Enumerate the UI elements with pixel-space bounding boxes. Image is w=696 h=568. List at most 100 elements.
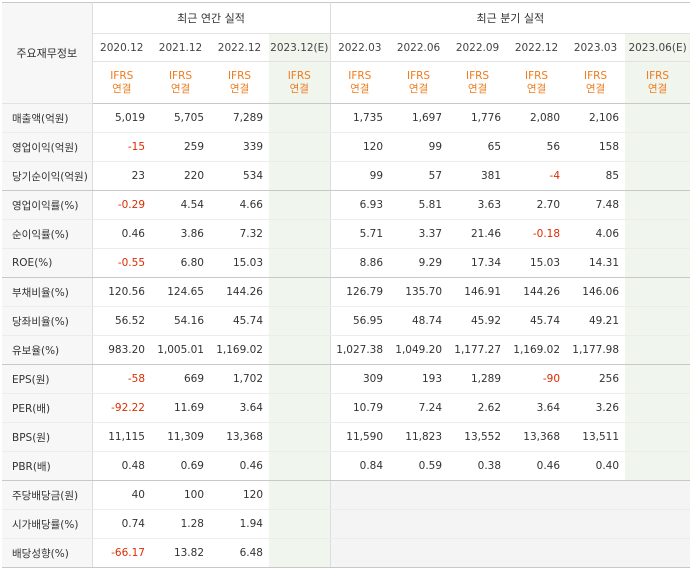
basis-header: IFRS 연결 — [625, 61, 691, 104]
table-cell: 48.74 — [389, 306, 449, 336]
table-cell — [269, 509, 331, 539]
table-cell: 2,080 — [507, 103, 567, 133]
period-header: 2020.12 — [92, 33, 151, 62]
basis-standard: IFRS — [110, 69, 134, 82]
basis-standard: IFRS — [348, 69, 372, 82]
table-cell: 6.80 — [151, 248, 210, 278]
table-cell — [330, 538, 390, 568]
table-cell: 983.20 — [92, 335, 151, 365]
basis-standard: IFRS — [227, 69, 252, 82]
table-cell — [269, 161, 331, 191]
table-cell — [269, 451, 331, 481]
table-cell — [269, 190, 331, 220]
table-cell — [625, 509, 691, 539]
basis-header: IFRS 연결 — [507, 61, 567, 104]
table-cell — [625, 248, 691, 278]
table-cell: 2.70 — [507, 190, 567, 220]
table-cell: 49.21 — [566, 306, 626, 336]
table-cell — [625, 306, 691, 336]
table-cell: 3.26 — [566, 393, 626, 423]
table-cell: -92.22 — [92, 393, 151, 423]
table-row: 부채비율(%) 120.56 124.65 144.26 126.79 135.70 146… — [2, 277, 691, 307]
basis-header: IFRS 연결 — [389, 61, 449, 104]
period-header: 2022.06 — [389, 33, 449, 62]
table-cell — [625, 422, 691, 452]
table-cell: 120 — [330, 132, 390, 162]
table-cell: 11,590 — [330, 422, 390, 452]
table-cell — [625, 132, 691, 162]
table-cell: -0.29 — [92, 190, 151, 220]
table-cell: 1,177.98 — [566, 335, 626, 365]
table-cell — [566, 538, 626, 568]
basis-consolidation: 연결 — [467, 82, 488, 95]
table-cell — [269, 480, 331, 510]
table-cell: -0.18 — [507, 219, 567, 249]
table-cell: 11,115 — [92, 422, 151, 452]
table-cell: 124.65 — [151, 277, 210, 307]
basis-consolidation: 연결 — [112, 82, 132, 95]
table-cell: 7,289 — [210, 103, 269, 133]
table-cell: 0.59 — [389, 451, 449, 481]
table-cell: 144.26 — [507, 277, 567, 307]
table-row: EPS(원) -58 669 1,702 309 193 1,289 -90 256 — [2, 364, 691, 394]
basis-standard: IFRS — [168, 69, 193, 82]
table-cell: 259 — [151, 132, 210, 162]
table-cell: 100 — [151, 480, 210, 510]
row-label: 시가배당률(%) — [2, 509, 93, 539]
table-cell: 126.79 — [330, 277, 390, 307]
table-cell: 0.69 — [151, 451, 210, 481]
row-label: 당좌비율(%) — [2, 306, 93, 336]
basis-consolidation: 연결 — [585, 82, 606, 95]
table-cell: 45.74 — [507, 306, 567, 336]
table-cell: 7.32 — [210, 219, 269, 249]
table-cell — [269, 538, 331, 568]
table-cell: 8.86 — [330, 248, 390, 278]
table-cell: 4.66 — [210, 190, 269, 220]
basis-standard: IFRS — [524, 69, 549, 82]
row-label: 주당배당금(원) — [2, 480, 93, 510]
row-label: 배당성향(%) — [2, 538, 93, 568]
table-cell — [269, 422, 331, 452]
row-label: PBR(배) — [2, 451, 93, 481]
table-cell — [330, 480, 390, 510]
table-cell: 6.93 — [330, 190, 390, 220]
row-label: BPS(원) — [2, 422, 93, 452]
table-cell: 1.94 — [210, 509, 269, 539]
period-header: 2022.03 — [330, 33, 390, 62]
table-cell: 17.34 — [448, 248, 508, 278]
table-cell — [269, 364, 331, 394]
table-cell: 13,368 — [210, 422, 269, 452]
table-cell: 4.06 — [566, 219, 626, 249]
table-cell — [389, 480, 449, 510]
table-cell: 193 — [389, 364, 449, 394]
table-cell — [269, 248, 331, 278]
basis-header: IFRS 연결 — [566, 61, 626, 104]
table-row: 영업이익(억원) -15 259 339 120 99 65 56 158 — [2, 132, 691, 162]
table-cell: 45.92 — [448, 306, 508, 336]
table-cell: 0.38 — [448, 451, 508, 481]
row-header-label: 주요재무정보 — [2, 2, 93, 104]
table-cell: 23 — [92, 161, 151, 191]
row-label: 유보율(%) — [2, 335, 93, 365]
table-row: 배당성향(%) -66.17 13.82 6.48 — [2, 538, 691, 568]
annual-group-header: 최근 연간 실적 — [92, 2, 331, 34]
row-label: PER(배) — [2, 393, 93, 423]
table-row: 시가배당률(%) 0.74 1.28 1.94 — [2, 509, 691, 539]
table-cell: 5,705 — [151, 103, 210, 133]
table-cell: 1,735 — [330, 103, 390, 133]
table-cell — [269, 219, 331, 249]
table-cell: 0.84 — [330, 451, 390, 481]
table-cell — [389, 538, 449, 568]
period-header: 2021.12 — [151, 33, 210, 62]
table-cell: 15.03 — [507, 248, 567, 278]
table-cell — [625, 103, 691, 133]
row-label: ROE(%) — [2, 248, 93, 278]
basis-header: IFRS 연결 — [210, 61, 269, 104]
table-cell: 135.70 — [389, 277, 449, 307]
table-cell — [625, 335, 691, 365]
period-header: 2022.12 — [507, 33, 567, 62]
table-cell: 1,776 — [448, 103, 508, 133]
table-cell: 7.48 — [566, 190, 626, 220]
table-cell: 534 — [210, 161, 269, 191]
